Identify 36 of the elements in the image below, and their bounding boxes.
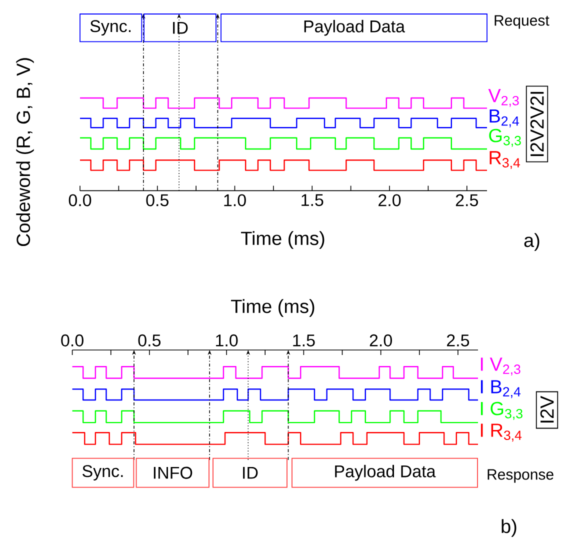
series-label: V$_{2,3}$ [488, 89, 519, 107]
series-label: I R$_{3,4}$ [480, 424, 522, 442]
x-tick-label: 1.5 [293, 334, 315, 346]
x-axis-title: Time (ms) [231, 299, 314, 317]
text: Payload Data [304, 20, 406, 36]
x-tick-label: 2.0 [378, 194, 401, 206]
text: a) [524, 233, 540, 251]
text: Response [488, 469, 554, 483]
x-tick-label: 0.5 [138, 334, 161, 346]
text: b) [502, 519, 516, 537]
x-tick-label: 1.5 [302, 194, 324, 206]
series-label: I G$_{3,3}$ [480, 402, 522, 420]
y-axis-title: Codeword (R, G, B, V) [16, 58, 34, 246]
x-tick-label: 0.0 [68, 194, 92, 206]
text: Payload Data [335, 464, 436, 481]
text: I2V [540, 396, 554, 423]
x-tick-label: 2.0 [370, 334, 392, 346]
series-label: G$_{3,3}$ [489, 128, 521, 147]
text: I2V2V2I [530, 92, 544, 156]
x-tick-label: 0.5 [146, 194, 168, 206]
x-tick-label: 1.0 [224, 194, 246, 206]
x-tick-label: 2.5 [456, 194, 478, 206]
text: Sync. [90, 20, 131, 36]
text: ID [243, 466, 258, 479]
series-label: I B$_{2,4}$ [480, 380, 521, 398]
text: ID [173, 22, 188, 34]
x-tick-label: 1.0 [216, 334, 238, 346]
series-label: B$_{2,4}$ [490, 109, 519, 128]
series-label: R$_{3,4}$ [490, 151, 520, 170]
text: Request [494, 15, 550, 29]
x-tick-label: 2.5 [446, 334, 470, 346]
series-label: I V$_{2,3}$ [480, 358, 520, 376]
text: Sync. [82, 465, 123, 480]
text: INFO [154, 466, 192, 479]
x-tick-label: 0.0 [61, 334, 84, 346]
x-axis-title: Time (ms) [241, 231, 324, 249]
